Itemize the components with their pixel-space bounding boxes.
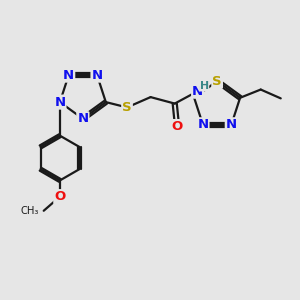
Text: S: S (122, 101, 132, 114)
Text: CH₃: CH₃ (20, 206, 38, 216)
Text: O: O (172, 120, 183, 133)
Text: N: N (54, 96, 65, 109)
Text: H: H (200, 81, 209, 91)
Text: N: N (197, 118, 208, 131)
Text: S: S (212, 75, 222, 88)
Text: O: O (54, 190, 65, 203)
Text: N: N (92, 69, 103, 82)
Text: N: N (63, 69, 74, 82)
Text: N: N (77, 112, 88, 125)
Text: N: N (226, 118, 237, 131)
Text: N: N (192, 85, 203, 98)
